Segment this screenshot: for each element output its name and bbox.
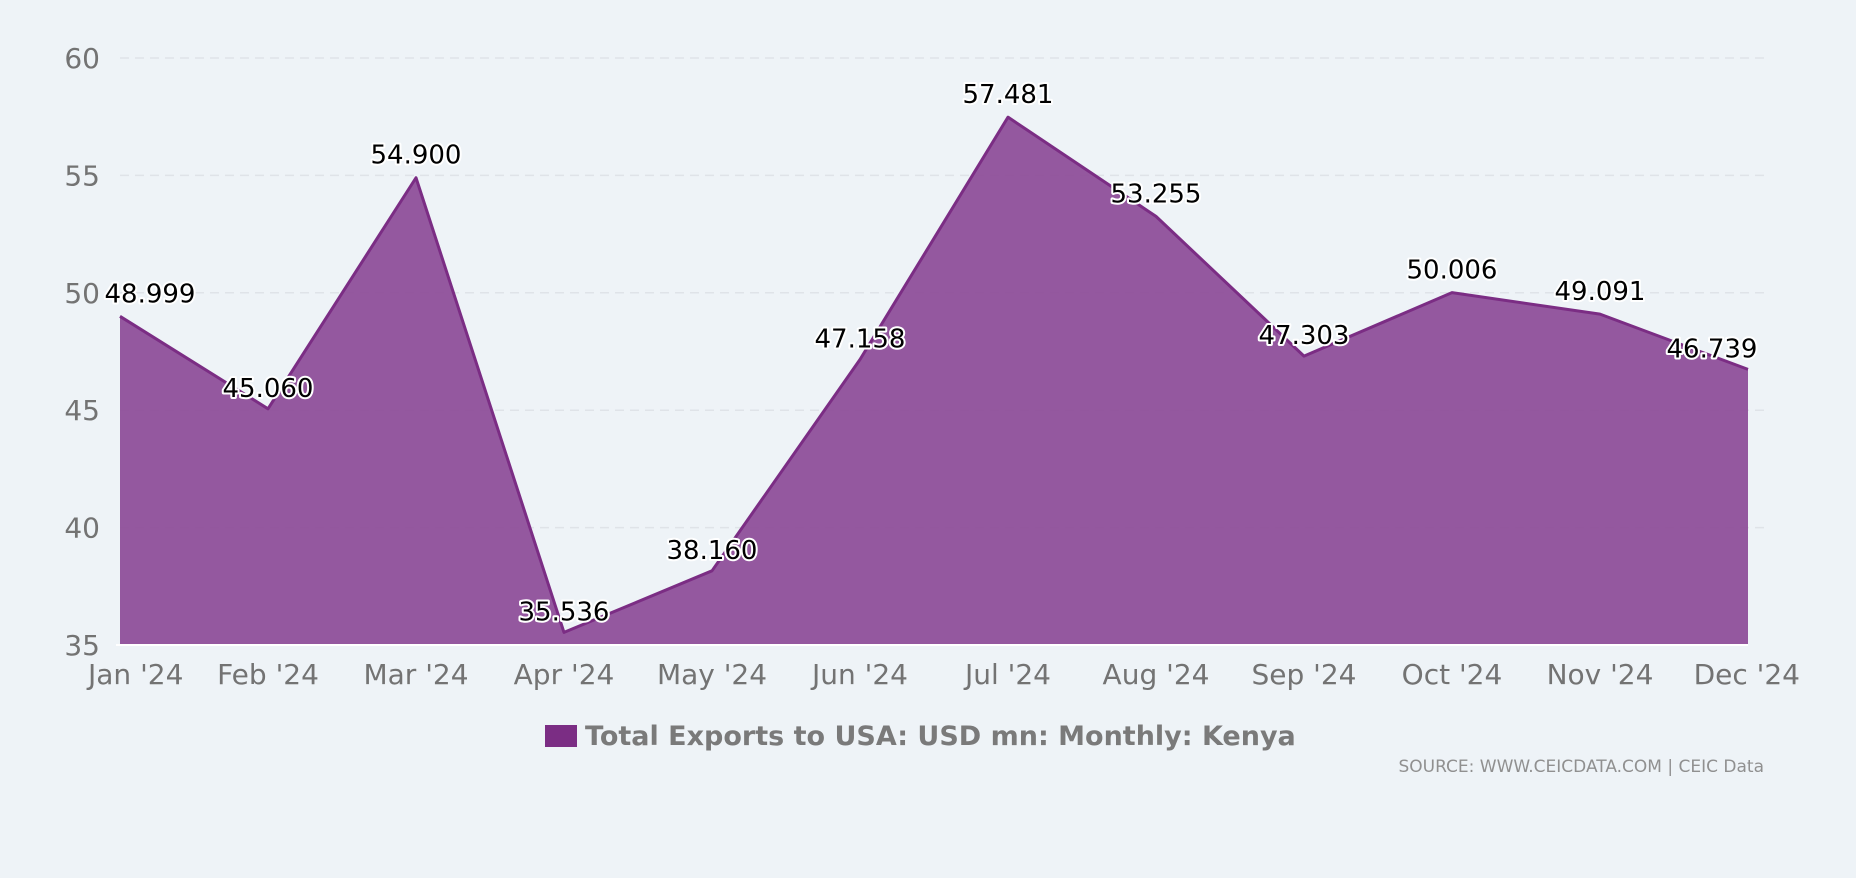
data-label: 57.481: [963, 80, 1054, 110]
y-tick-label: 40: [64, 512, 100, 545]
data-label: 45.060: [223, 374, 314, 404]
data-label: 38.160: [667, 536, 758, 566]
x-tick-label: Aug '24: [1103, 658, 1210, 691]
legend-swatch[interactable]: [545, 725, 577, 747]
legend-label[interactable]: Total Exports to USA: USD mn: Monthly: K…: [585, 721, 1296, 752]
series-line: [119, 115, 1749, 634]
data-label: 53.255: [1111, 179, 1202, 209]
y-axis-ticks: 35 40 45 50 55 60: [64, 42, 100, 662]
data-label: 50.006: [1407, 256, 1498, 286]
series-area: [116, 115, 1749, 646]
data-label: 48.999: [105, 279, 196, 309]
x-tick-label: Dec '24: [1694, 658, 1800, 691]
data-label: 35.536: [519, 597, 610, 627]
x-tick-label: Feb '24: [217, 658, 319, 691]
x-tick-label: Oct '24: [1402, 658, 1503, 691]
x-tick-label: Jul '24: [963, 658, 1051, 691]
data-label: 49.091: [1555, 277, 1646, 307]
data-label: 47.303: [1259, 321, 1350, 351]
x-tick-label: Mar '24: [363, 658, 468, 691]
y-tick-label: 35: [64, 629, 100, 662]
x-tick-label: Apr '24: [514, 658, 615, 691]
series-area-fill: [120, 117, 1748, 645]
source-credit: SOURCE: WWW.CEICDATA.COM | CEIC Data: [1398, 757, 1764, 777]
data-label: 46.739: [1667, 334, 1758, 364]
x-tick-label: May '24: [657, 658, 767, 691]
x-tick-label: Jan '24: [86, 658, 183, 691]
y-tick-label: 50: [64, 277, 100, 310]
y-tick-label: 60: [64, 42, 100, 75]
data-label: 47.158: [815, 325, 906, 355]
legend[interactable]: Total Exports to USA: USD mn: Monthly: K…: [545, 721, 1296, 752]
x-axis-ticks: Jan '24 Feb '24 Mar '24 Apr '24 May '24 Jun '…: [86, 658, 1800, 691]
x-tick-label: Jun '24: [810, 658, 908, 691]
y-tick-label: 55: [64, 159, 100, 192]
y-tick-label: 45: [64, 394, 100, 427]
x-tick-label: Sep '24: [1252, 658, 1357, 691]
x-tick-label: Nov '24: [1547, 658, 1654, 691]
data-labels: 48.999 45.060 54.900 35.536 38.160 47.158 57.4…: [103, 78, 1760, 629]
data-label: 54.900: [371, 141, 462, 171]
